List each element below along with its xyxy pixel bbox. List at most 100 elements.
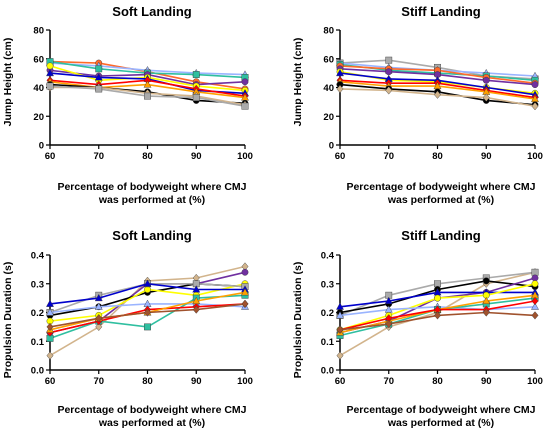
data-point: [385, 86, 393, 95]
data-point: [94, 302, 103, 310]
y-tick-label: 80: [33, 26, 44, 37]
x-tick-label: 70: [383, 151, 394, 162]
data-point: [482, 76, 490, 84]
x-tick-label: 80: [142, 151, 153, 162]
y-tick-label: 80: [323, 26, 334, 37]
y-tick-label: 60: [33, 54, 44, 65]
data-point: [336, 311, 344, 319]
data-point: [192, 296, 201, 304]
x-tick-label: 90: [481, 151, 492, 162]
y-tick-label: 20: [323, 112, 334, 123]
y-tick-label: 0.4: [31, 251, 45, 262]
chart-title: Stiff Landing: [401, 4, 480, 19]
data-point: [531, 296, 539, 306]
x-axis-label-line2: was performed at (%): [98, 417, 205, 429]
data-point: [531, 280, 539, 288]
x-axis-label-line1: Percentage of bodyweight where CMJ: [346, 181, 535, 193]
y-tick-label: 0.1: [31, 337, 45, 348]
x-tick-label: 80: [142, 376, 153, 387]
y-axis-label: Jump Height (cm): [2, 38, 14, 127]
chart-title: Soft Landing: [112, 4, 191, 19]
panel-soft-propulsion-duration: Soft Landing Propulsion Duration (s) 0.0…: [2, 228, 253, 429]
data-point: [94, 293, 103, 302]
x-tick-label: 70: [93, 151, 104, 162]
series-layer: [336, 56, 539, 111]
x-tick-label: 90: [481, 376, 492, 387]
data-point: [531, 102, 539, 111]
data-point: [336, 351, 344, 360]
axes: 0 20 40 60 80 60 70 80 90 100: [33, 26, 253, 163]
y-tick-label: 0.2: [31, 308, 44, 319]
series-layer: [46, 58, 249, 110]
data-point: [95, 314, 103, 323]
y-tick-label: 20: [33, 112, 44, 123]
y-axis-label: Jump Height (cm): [292, 38, 304, 127]
data-point: [46, 62, 54, 70]
data-point: [482, 93, 490, 102]
y-tick-label: 0.0: [31, 366, 44, 377]
x-tick-label: 60: [45, 151, 56, 162]
chart-title: Stiff Landing: [401, 228, 480, 243]
y-tick-label: 0: [329, 141, 334, 152]
data-point: [531, 81, 539, 89]
y-tick-label: 0.3: [321, 279, 334, 290]
axes: 0.0 0.1 0.2 0.3 0.4 60 70 80 90 100: [31, 251, 253, 388]
x-tick-label: 70: [383, 376, 394, 387]
x-axis-label-line1: Percentage of bodyweight where CMJ: [346, 404, 535, 416]
data-point: [531, 274, 539, 282]
data-point: [434, 311, 441, 320]
data-point: [144, 92, 151, 100]
y-tick-label: 0.4: [321, 251, 335, 262]
data-point: [241, 299, 249, 308]
data-point: [192, 285, 201, 293]
data-point: [384, 296, 393, 304]
y-tick-label: 0: [39, 141, 44, 152]
axes: 0 20 40 60 80 60 70 80 90 100: [323, 26, 543, 163]
data-point: [192, 71, 200, 78]
x-axis-label-line2: was performed at (%): [387, 194, 494, 206]
x-tick-label: 60: [335, 151, 346, 162]
x-tick-label: 60: [335, 376, 346, 387]
data-point: [241, 268, 249, 276]
panel-stiff-propulsion-duration: Stiff Landing Propulsion Duration (s) 0.…: [292, 228, 543, 429]
data-point: [95, 65, 103, 73]
y-tick-label: 40: [33, 83, 44, 94]
x-tick-label: 80: [432, 151, 443, 162]
y-tick-label: 0.2: [321, 308, 334, 319]
y-tick-label: 60: [323, 54, 334, 65]
data-point: [434, 294, 441, 302]
data-point: [336, 302, 344, 310]
x-tick-label: 100: [237, 151, 253, 162]
data-point: [46, 68, 54, 77]
data-point: [336, 68, 344, 77]
y-axis-label: Propulsion Duration (s): [2, 262, 14, 379]
data-point: [241, 78, 249, 86]
x-axis-label-line1: Percentage of bodyweight where CMJ: [57, 404, 246, 416]
y-tick-label: 0.0: [321, 366, 334, 377]
data-point: [95, 322, 103, 331]
data-point: [434, 280, 441, 288]
data-point: [384, 305, 393, 313]
panel-stiff-jump-height: Stiff Landing Jump Height (cm) 0 20 40 60 80…: [292, 4, 543, 206]
data-point: [143, 80, 152, 88]
y-tick-label: 40: [323, 83, 334, 94]
axes: 0.0 0.1 0.2 0.3 0.4 60 70 80 90 100: [321, 251, 543, 388]
y-tick-label: 0.1: [321, 337, 335, 348]
data-point: [144, 286, 151, 293]
data-point: [144, 308, 151, 317]
data-point: [192, 305, 200, 314]
data-point: [241, 102, 249, 110]
x-tick-label: 100: [237, 376, 253, 387]
data-point: [336, 84, 344, 94]
data-point: [46, 299, 54, 307]
data-point: [46, 322, 54, 331]
x-tick-label: 100: [527, 376, 543, 387]
data-point: [144, 323, 151, 331]
x-tick-label: 60: [45, 376, 56, 387]
data-point: [531, 302, 539, 310]
series-layer: [336, 268, 539, 360]
x-axis-label-line2: was performed at (%): [387, 417, 494, 429]
x-axis-label-line2: was performed at (%): [98, 194, 205, 206]
data-point: [434, 90, 441, 99]
